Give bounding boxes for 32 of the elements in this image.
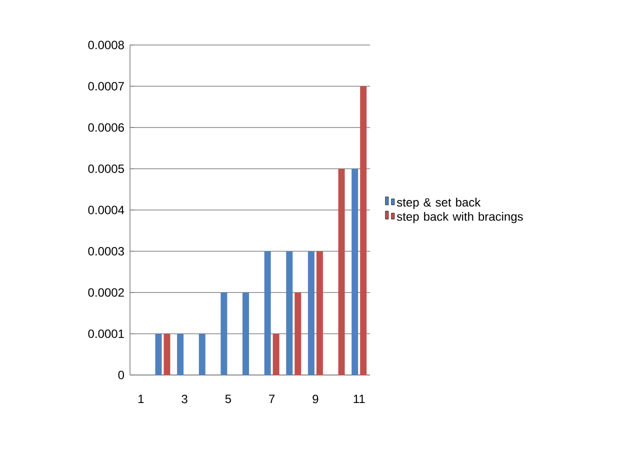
bar	[177, 334, 184, 375]
bar	[338, 168, 345, 375]
y-tick-label: 0.0004	[88, 206, 124, 214]
bar	[220, 292, 228, 375]
bar	[360, 86, 367, 375]
legend-label: step & set back	[396, 198, 481, 209]
y-tick-label: 0.0005	[88, 164, 124, 173]
y-tick-label: 0.0006	[88, 123, 124, 132]
x-tick-label: 7	[269, 394, 275, 404]
y-tick-label: 0.0003	[88, 246, 124, 256]
x-tick-label: 9	[312, 394, 318, 404]
bar	[294, 292, 302, 375]
x-tick-label: 5	[225, 394, 232, 404]
legend-label: step back with bracings	[396, 212, 523, 224]
bar	[164, 334, 170, 375]
x-tick-label: 3	[182, 394, 188, 404]
bar	[308, 251, 314, 375]
y-tick-label: 0.0008	[88, 40, 124, 50]
y-tick-label: 0.0002	[88, 288, 124, 297]
x-tick-label: 11	[354, 394, 365, 404]
bar	[242, 292, 250, 375]
bar	[198, 334, 206, 375]
y-tick-label: 0.0001	[88, 329, 124, 338]
bar	[272, 334, 280, 375]
y-tick-label: 0.0007	[88, 82, 124, 90]
bar	[316, 251, 323, 375]
bar	[352, 168, 358, 375]
x-tick-label: 1	[138, 394, 144, 404]
bar	[286, 251, 293, 375]
y-tick-label: 0	[118, 370, 124, 380]
bar	[155, 334, 162, 375]
bar	[264, 251, 271, 375]
